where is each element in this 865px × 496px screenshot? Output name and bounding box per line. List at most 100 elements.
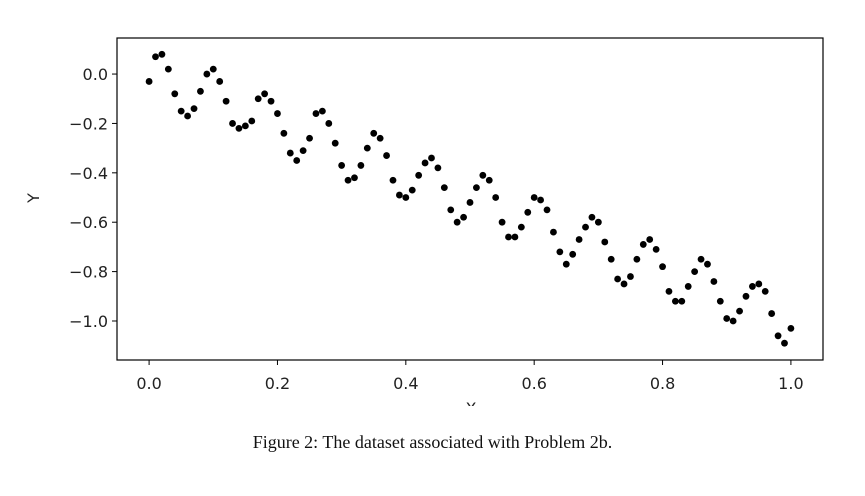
point bbox=[594, 218, 602, 226]
point bbox=[241, 122, 249, 130]
point bbox=[396, 191, 403, 199]
point bbox=[505, 233, 512, 241]
point bbox=[511, 233, 519, 241]
point bbox=[363, 144, 371, 152]
point bbox=[716, 297, 724, 305]
point bbox=[697, 255, 705, 263]
point bbox=[203, 70, 211, 78]
point bbox=[376, 134, 384, 142]
point bbox=[248, 117, 256, 125]
point bbox=[190, 105, 198, 113]
y-tick-label: 0.0 bbox=[83, 65, 108, 84]
point bbox=[479, 171, 487, 179]
point bbox=[582, 223, 589, 231]
point bbox=[158, 50, 166, 58]
point bbox=[787, 324, 795, 332]
x-tick-label: 0.8 bbox=[650, 374, 675, 393]
point bbox=[280, 129, 288, 137]
chart: X Y 0.0 0.2 0.4 0.6 0.8 1.0 0.0 −0.2 −0.4 −0.6 −0.… bbox=[24, 37, 824, 406]
point bbox=[710, 278, 718, 285]
point bbox=[466, 199, 474, 206]
point bbox=[197, 87, 204, 95]
point bbox=[524, 208, 532, 216]
point bbox=[691, 268, 699, 275]
y-tick-label: −0.4 bbox=[69, 164, 108, 183]
point bbox=[177, 107, 185, 115]
point bbox=[768, 310, 776, 317]
point bbox=[338, 162, 346, 169]
x-axis-label: X bbox=[466, 399, 477, 406]
point bbox=[761, 287, 769, 295]
point bbox=[485, 176, 493, 184]
x-tick-label: 0.2 bbox=[265, 374, 290, 393]
point bbox=[389, 176, 397, 184]
x-tick-label: 1.0 bbox=[778, 374, 803, 393]
point bbox=[428, 154, 435, 162]
point bbox=[742, 292, 750, 300]
point bbox=[331, 139, 339, 147]
point bbox=[216, 78, 224, 85]
point bbox=[145, 78, 153, 85]
point bbox=[318, 107, 326, 115]
point bbox=[627, 273, 634, 280]
y-tick-label: −0.2 bbox=[69, 114, 108, 133]
point bbox=[530, 194, 538, 201]
point bbox=[562, 260, 570, 268]
x-tick-label: 0.0 bbox=[136, 374, 161, 393]
plot-frame bbox=[116, 37, 824, 361]
point bbox=[434, 164, 442, 172]
point bbox=[704, 260, 711, 268]
x-tick-label: 0.6 bbox=[521, 374, 546, 393]
point bbox=[293, 157, 301, 164]
point bbox=[614, 275, 622, 283]
y-tick-label: −1.0 bbox=[69, 312, 108, 331]
point bbox=[164, 65, 172, 73]
point bbox=[229, 120, 236, 127]
point bbox=[601, 238, 609, 246]
point bbox=[774, 332, 782, 340]
point bbox=[351, 174, 358, 182]
point bbox=[209, 65, 217, 73]
point bbox=[460, 213, 467, 221]
point bbox=[254, 95, 262, 103]
point bbox=[620, 280, 628, 288]
point bbox=[261, 90, 269, 98]
point bbox=[274, 110, 281, 117]
point bbox=[492, 194, 500, 201]
point bbox=[440, 184, 448, 192]
figure-caption: Figure 2: The dataset associated with Pr… bbox=[252, 432, 613, 452]
point bbox=[652, 245, 660, 253]
point bbox=[357, 162, 365, 169]
point bbox=[473, 184, 480, 192]
point bbox=[639, 241, 647, 248]
point bbox=[370, 129, 378, 137]
point bbox=[607, 255, 615, 263]
point bbox=[684, 283, 692, 290]
point bbox=[312, 110, 320, 117]
y-axis-label: Y bbox=[24, 193, 43, 204]
point bbox=[286, 149, 294, 157]
point bbox=[325, 120, 333, 127]
point bbox=[299, 147, 307, 155]
point bbox=[755, 280, 763, 288]
point bbox=[453, 218, 461, 226]
point bbox=[498, 218, 506, 226]
point bbox=[736, 307, 743, 315]
point bbox=[575, 236, 583, 243]
point bbox=[344, 176, 352, 184]
point bbox=[781, 339, 788, 347]
point bbox=[171, 90, 179, 98]
y-tick-label: −0.6 bbox=[69, 213, 108, 232]
point bbox=[408, 186, 416, 194]
point bbox=[646, 236, 654, 243]
point bbox=[588, 213, 596, 221]
point bbox=[749, 283, 756, 290]
point bbox=[415, 171, 423, 179]
point bbox=[402, 194, 410, 201]
point bbox=[235, 124, 243, 132]
point bbox=[723, 315, 731, 322]
point bbox=[184, 112, 192, 120]
point bbox=[633, 255, 641, 263]
point bbox=[306, 134, 313, 142]
